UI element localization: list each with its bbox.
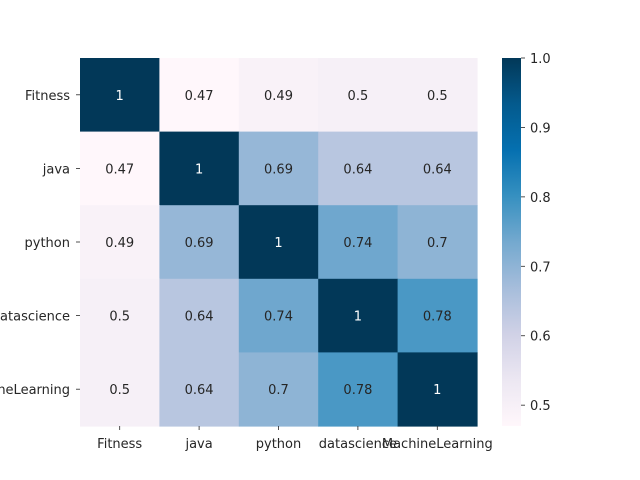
heatmap-cell [80,58,160,133]
heatmap-cell [318,58,399,133]
heatmap-cells: 1 0.47 0.49 0.5 0.5 0.47 1 0.69 0.64 0.64 0.49 0.69… [80,58,478,427]
cell-value-label: 1 [116,89,124,104]
cell-value-label: 0.7 [268,383,289,398]
heatmap-cell [397,352,478,427]
x-tick-labels: Fitness java python datascienceMachineLearn… [97,426,493,452]
y-tick-labels: Fitness java python datascience MachineLearn… [0,89,80,398]
heatmap-cell [397,278,478,353]
x-tick-label: Fitness [97,437,142,452]
cell-value-label: 0.69 [264,162,293,177]
cell-value-label: 0.5 [348,89,369,104]
colorbar-tick-label: 0.8 [530,191,551,206]
cell-value-label: 0.5 [109,310,130,325]
cell-value-label: 0.5 [427,89,448,104]
heatmap-cell [80,205,160,280]
cell-value-label: 0.74 [343,236,372,251]
colorbar-tick-label: 0.5 [530,399,551,414]
y-tick-label: java [42,162,70,177]
heatmap-cell [318,205,399,280]
heatmap-cell [238,131,319,206]
heatmap-cell [238,278,319,353]
cell-value-label: 0.47 [185,89,214,104]
cell-value-label: 0.78 [423,310,452,325]
x-tick-label: python [256,437,301,452]
x-tick-label: datascience [319,437,397,452]
y-tick-label: python [25,236,70,251]
heatmap-cell [159,205,240,280]
heatmap-cell [238,205,319,280]
cell-value-label: 1 [274,236,282,251]
heatmap-cell [159,131,240,206]
heatmap-cell [238,352,319,427]
cell-value-label: 0.49 [105,236,134,251]
cell-value-label: 0.64 [185,310,214,325]
colorbar: 0.5 0.6 0.7 0.8 0.9 1.0 [502,52,551,426]
cell-value-label: 0.64 [423,162,452,177]
heatmap-cell [159,352,240,427]
cell-value-label: 1 [195,162,203,177]
colorbar-tick-label: 0.6 [530,330,551,345]
cell-value-label: 0.5 [109,383,130,398]
heatmap-cell [397,131,478,206]
heatmap-cell [80,278,160,353]
cell-value-label: 0.64 [185,383,214,398]
y-tick-label: Fitness [25,89,70,104]
y-tick-label: datascience [0,310,70,325]
colorbar-gradient [502,58,521,426]
heatmap-cell [318,278,399,353]
cell-value-label: 0.49 [264,89,293,104]
x-tick-label: java [184,437,212,452]
cell-value-label: 1 [433,383,441,398]
y-tick-label: MachineLearning [0,383,70,398]
heatmap-cell [318,131,399,206]
heatmap-cell [238,58,319,133]
colorbar-tick-label: 0.7 [530,260,551,275]
colorbar-tick-label: 1.0 [530,52,551,67]
cell-value-label: 0.7 [427,236,448,251]
cell-value-label: 1 [354,310,362,325]
x-tick-label: MachineLearning [382,437,493,452]
cell-value-label: 0.69 [185,236,214,251]
heatmap-cell [80,352,160,427]
heatmap-cell [397,205,478,280]
heatmap-cell [318,352,399,427]
cell-value-label: 0.78 [343,383,372,398]
colorbar-tick-label: 0.9 [530,121,551,136]
cell-value-label: 0.64 [343,162,372,177]
cell-value-label: 0.74 [264,310,293,325]
heatmap-cell [159,278,240,353]
heatmap-cell [159,58,240,133]
heatmap-cell [397,58,478,133]
heatmap-cell [80,131,160,206]
cell-value-label: 0.47 [105,162,134,177]
